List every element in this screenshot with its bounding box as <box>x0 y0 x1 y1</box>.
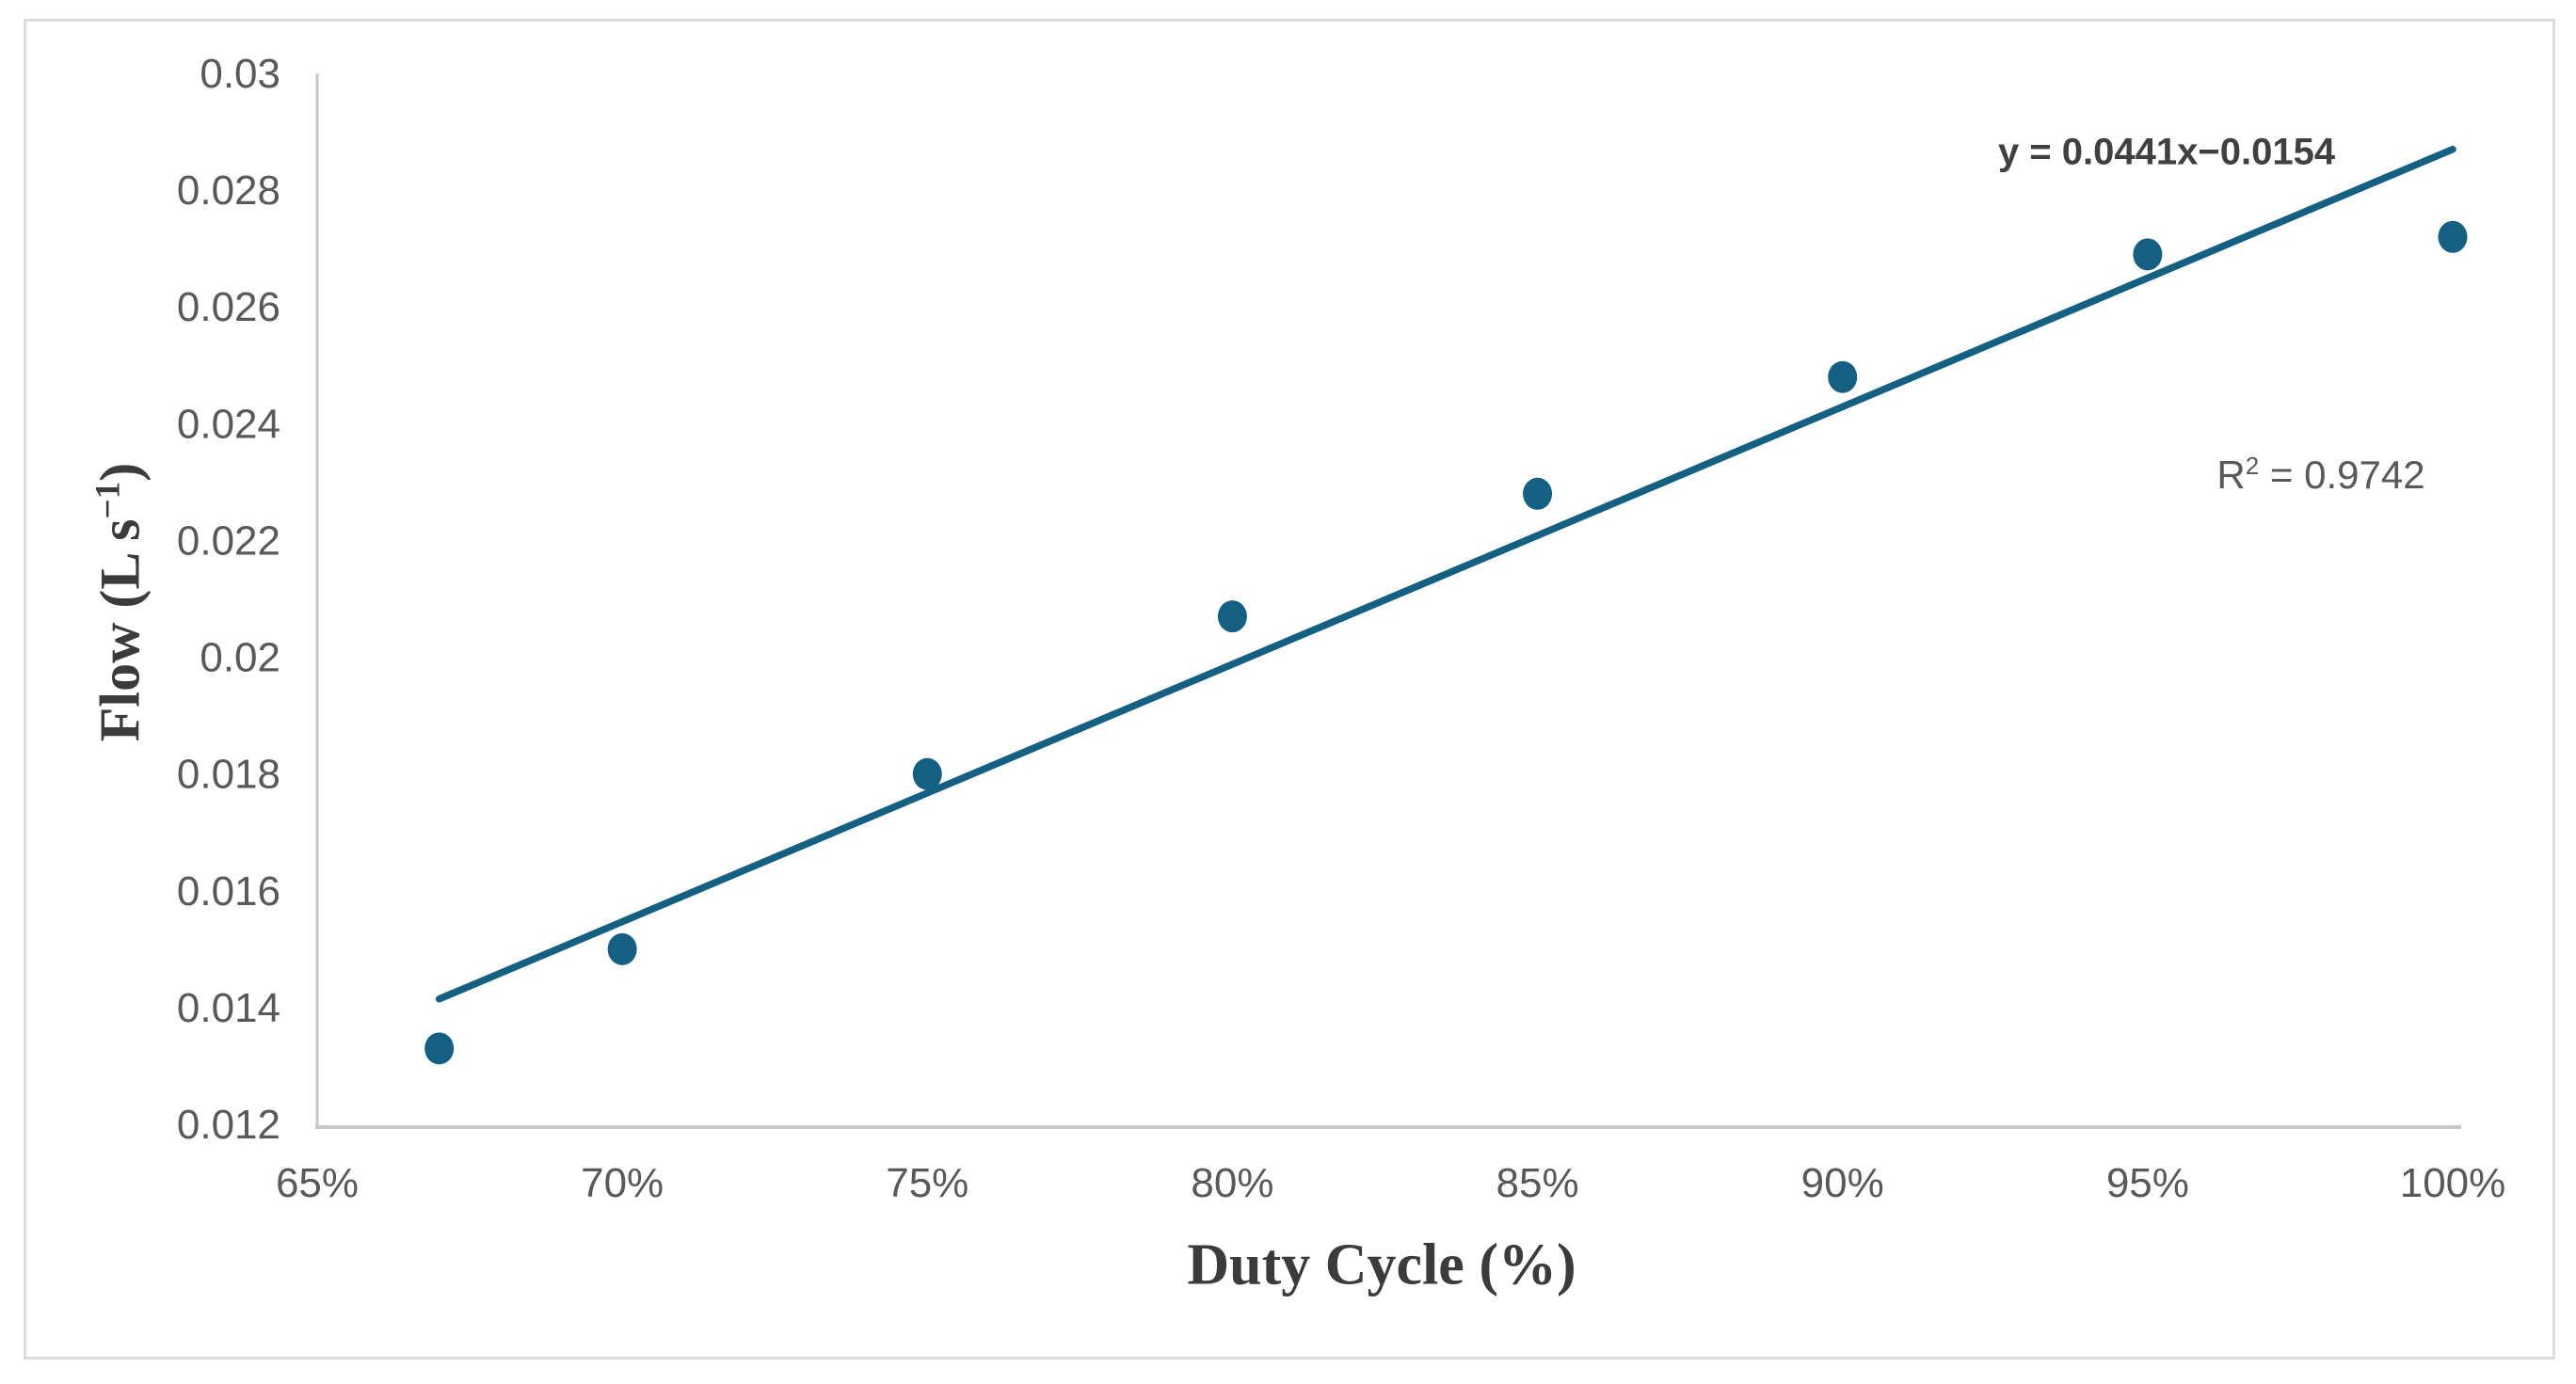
x-tick-label: 80% <box>1191 1160 1273 1206</box>
y-tick-label: 0.026 <box>177 284 280 330</box>
y-axis-title: Flow (L s−1) <box>88 463 153 741</box>
y-tick-label: 0.024 <box>177 401 280 447</box>
data-point <box>424 1032 455 1065</box>
x-tick-label: 100% <box>2400 1160 2506 1206</box>
x-tick-label: 65% <box>276 1160 359 1206</box>
y-tick-label: 0.03 <box>200 51 280 97</box>
r-squared-rest: = 0.9742 <box>2259 453 2425 497</box>
y-tick-label: 0.028 <box>177 167 280 214</box>
x-tick-label: 90% <box>1801 1160 1884 1206</box>
r-squared-superscript: 2 <box>2245 452 2260 480</box>
data-point <box>1523 477 1553 510</box>
x-tick-label: 95% <box>2106 1160 2189 1206</box>
y-axis-title-base: Flow (L s <box>88 518 152 742</box>
data-point <box>2133 238 2163 271</box>
r-squared-label: R2 = 0.9742 <box>2216 453 2424 498</box>
data-point <box>2438 220 2468 253</box>
data-point <box>607 932 637 965</box>
data-point <box>1828 360 1858 393</box>
r-squared-base: R <box>2216 453 2246 497</box>
x-tick-label: 75% <box>886 1160 968 1206</box>
y-axis-title-superscript: −1 <box>88 481 128 519</box>
x-tick-label: 85% <box>1496 1160 1579 1206</box>
data-point <box>1217 600 1247 633</box>
y-tick-label: 0.022 <box>177 517 280 564</box>
y-tick-label: 0.02 <box>200 635 280 681</box>
y-tick-label: 0.012 <box>177 1102 280 1148</box>
x-axis-title: Duty Cycle (%) <box>1187 1233 1576 1297</box>
data-point <box>912 757 942 790</box>
y-tick-label: 0.014 <box>177 985 280 1031</box>
x-tick-label: 70% <box>581 1160 664 1206</box>
y-tick-label: 0.018 <box>177 752 280 798</box>
trendline-equation-label: y = 0.0441x−0.0154 <box>1997 131 2336 173</box>
y-tick-label: 0.016 <box>177 868 280 915</box>
trendline <box>435 145 2456 1003</box>
y-axis-title-close: ) <box>88 462 152 482</box>
